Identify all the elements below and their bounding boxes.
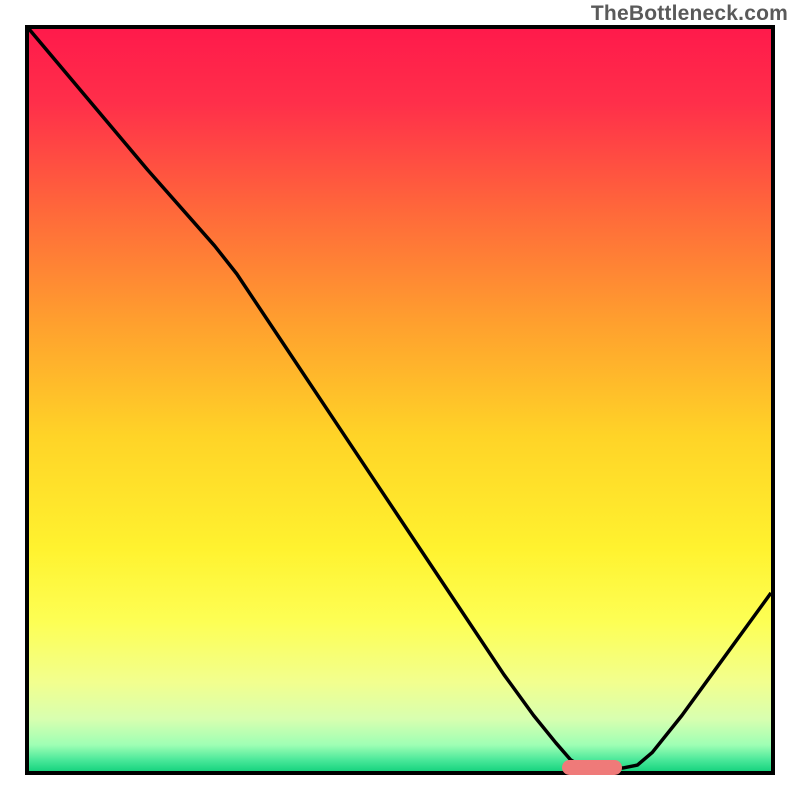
plot-area [25, 25, 775, 775]
bottleneck-curve [29, 29, 771, 771]
optimal-marker [562, 760, 622, 775]
watermark-text: TheBottleneck.com [591, 2, 788, 26]
